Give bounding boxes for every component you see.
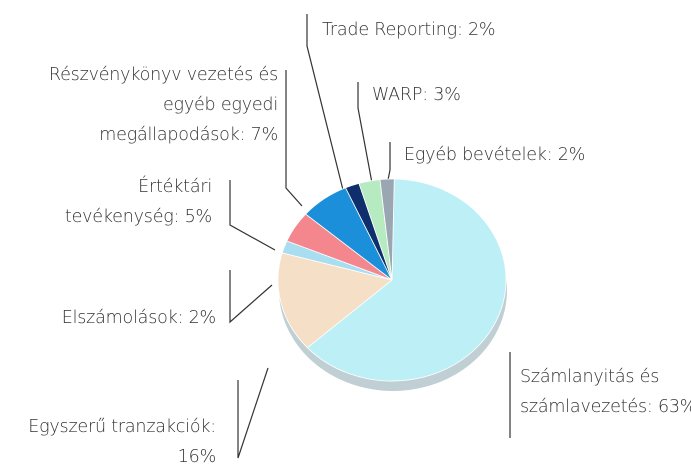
leader-line — [306, 14, 344, 191]
pie-slice — [277, 252, 393, 349]
slice-label: Számlanyitás és számlavezetés: 63% — [520, 367, 691, 417]
slice-label: Részvénykönyv vezetés és egyéb egyedi me… — [48, 65, 278, 145]
slices — [277, 178, 507, 382]
slice-label: WARP: 3% — [372, 85, 461, 105]
slice-label: Trade Reporting: 2% — [322, 20, 496, 40]
slice-label: Értéktári tevékenység: 5% — [64, 177, 212, 227]
slice-label: Egyszerű tranzakciók: 16% — [28, 417, 216, 466]
leader-line — [229, 270, 273, 324]
leader-line — [285, 70, 303, 207]
pie-slice — [379, 178, 395, 281]
pie-slice — [306, 178, 507, 382]
slice-label: Egyéb bevételek: 2% — [404, 145, 586, 165]
leader-line — [357, 82, 373, 184]
leader-line — [237, 367, 269, 459]
leader-lines — [229, 14, 511, 459]
leader-line — [229, 180, 276, 251]
slice-label: Elszámolások: 2% — [61, 308, 216, 328]
leader-line — [387, 142, 391, 181]
